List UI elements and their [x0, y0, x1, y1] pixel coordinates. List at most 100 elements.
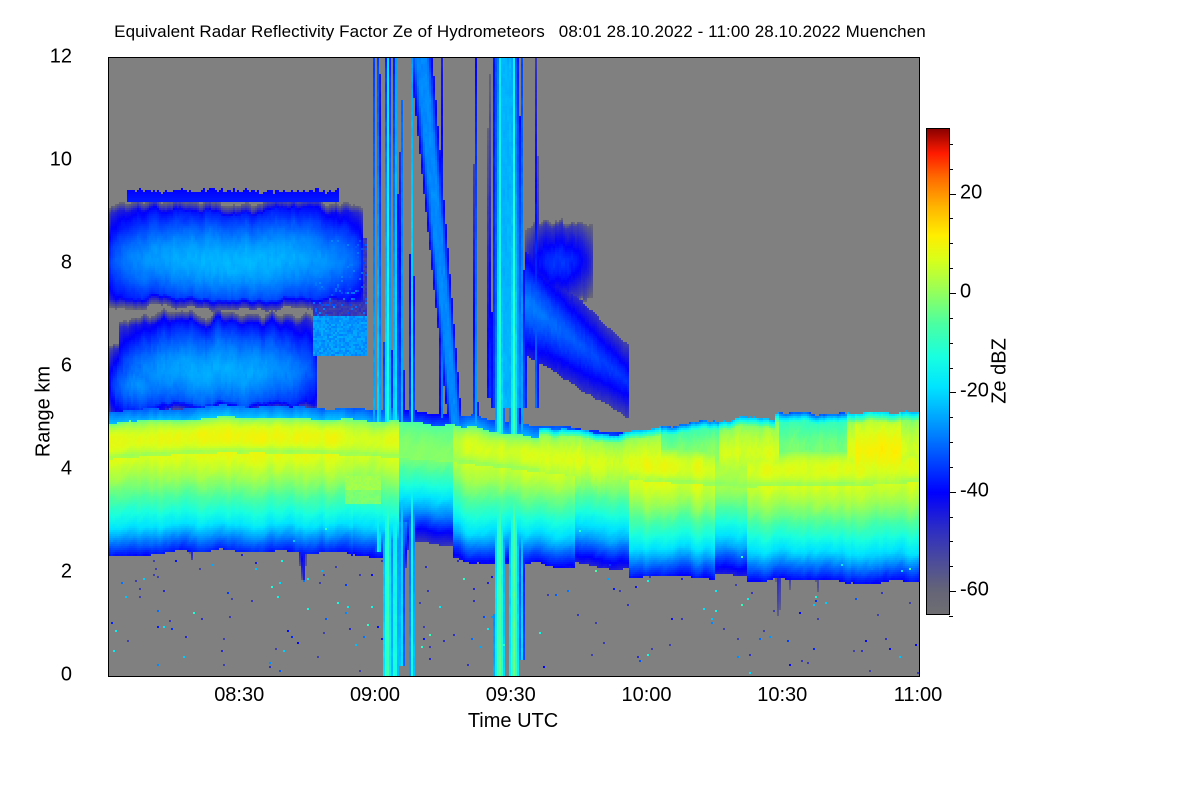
x-tick-minor — [331, 676, 332, 677]
colorbar-tick-minor — [949, 566, 953, 568]
x-tick-minor-top — [557, 57, 558, 58]
y-axis-title: Range km — [32, 366, 55, 458]
x-tick-minor-top — [738, 57, 739, 58]
x-tick-minor — [195, 676, 196, 677]
x-tick-minor — [557, 676, 558, 677]
y-tick-major-right — [919, 367, 920, 368]
y-tick-major-right — [919, 470, 920, 471]
y-tick-major-right — [919, 58, 920, 59]
y-tick-minor — [108, 135, 109, 136]
colorbar-tick-major — [949, 392, 956, 394]
y-tick-major — [108, 367, 109, 368]
y-tick-minor — [108, 84, 109, 85]
x-tick-minor-top — [421, 57, 422, 58]
y-tick-label: 6 — [60, 354, 72, 377]
x-tick-label: 11:00 — [893, 684, 943, 706]
y-tick-minor — [108, 522, 109, 523]
y-tick-minor-right — [919, 316, 920, 317]
x-tick-major — [647, 676, 648, 677]
y-tick-minor — [108, 444, 109, 445]
colorbar-tick-minor — [949, 342, 953, 344]
x-tick-minor — [285, 676, 286, 677]
y-tick-major — [108, 676, 109, 677]
y-tick-minor — [108, 238, 109, 239]
colorbar-tick-major — [949, 292, 956, 294]
colorbar-tick-minor — [949, 243, 953, 245]
colorbar-tick-label: -20 — [960, 379, 989, 402]
x-tick-minor — [466, 676, 467, 677]
y-tick-minor-right — [919, 522, 920, 523]
x-tick-minor-top — [285, 57, 286, 58]
colorbar[interactable] — [926, 128, 956, 617]
colorbar-tick-major — [949, 193, 956, 195]
y-tick-minor-right — [919, 625, 920, 626]
colorbar-tick-minor — [949, 417, 953, 419]
y-tick-label: 2 — [60, 560, 72, 583]
y-tick-minor-right — [919, 650, 920, 651]
colorbar-title: Ze dBZ — [988, 338, 1011, 404]
y-tick-minor-right — [919, 110, 920, 111]
y-tick-major — [108, 264, 109, 265]
y-tick-minor-right — [919, 599, 920, 600]
colorbar-tick-minor — [949, 516, 953, 518]
y-tick-minor — [108, 341, 109, 342]
x-tick-label: 09:30 — [485, 684, 536, 706]
y-tick-minor-right — [919, 496, 920, 497]
x-tick-major — [783, 676, 784, 677]
x-axis-title: Time UTC — [467, 710, 559, 732]
colorbar-tick-minor — [949, 616, 953, 617]
y-tick-label: 0 — [60, 663, 72, 686]
y-tick-minor-right — [919, 238, 920, 239]
y-tick-minor-right — [919, 187, 920, 188]
x-tick-major — [512, 676, 513, 677]
x-tick-major-top — [783, 57, 784, 58]
y-tick-minor — [108, 419, 109, 420]
colorbar-tick-label: -40 — [960, 479, 989, 502]
y-tick-major — [108, 161, 109, 162]
x-tick-minor-top — [195, 57, 196, 58]
y-tick-minor-right — [919, 341, 920, 342]
x-tick-major-top — [240, 57, 241, 58]
x-tick-major-top — [376, 57, 377, 58]
y-tick-minor-right — [919, 547, 920, 548]
colorbar-gradient — [927, 129, 949, 614]
y-tick-major-right — [919, 264, 920, 265]
colorbar-tick-major — [949, 591, 956, 593]
figure-title: Equivalent Radar Reflectivity Factor Ze … — [0, 22, 1040, 42]
title-main: Equivalent Radar Reflectivity Factor Ze … — [114, 22, 545, 41]
y-tick-major — [108, 573, 109, 574]
y-tick-minor-right — [919, 393, 920, 394]
y-tick-minor — [108, 625, 109, 626]
y-tick-minor — [108, 110, 109, 111]
y-tick-label: 12 — [49, 45, 72, 68]
x-tick-minor — [150, 676, 151, 677]
y-tick-minor — [108, 316, 109, 317]
x-tick-label: 10:00 — [621, 684, 672, 706]
colorbar-tick-label: -60 — [960, 578, 989, 601]
y-tick-minor — [108, 547, 109, 548]
y-tick-major-right — [919, 676, 920, 677]
colorbar-tick-minor — [949, 168, 953, 170]
colorbar-tick-minor — [949, 541, 953, 543]
y-tick-minor — [108, 187, 109, 188]
colorbar-tick-minor — [949, 218, 953, 220]
x-tick-major-top — [919, 57, 920, 58]
x-tick-minor — [421, 676, 422, 677]
y-tick-minor-right — [919, 84, 920, 85]
y-tick-major — [108, 470, 109, 471]
y-tick-label: 10 — [49, 148, 72, 171]
heatmap-canvas — [109, 58, 919, 676]
x-tick-minor-top — [602, 57, 603, 58]
x-tick-minor-top — [331, 57, 332, 58]
y-tick-label: 4 — [60, 457, 72, 480]
colorbar-tick-minor — [949, 367, 953, 369]
x-tick-label: 10:30 — [757, 684, 808, 706]
x-tick-minor — [693, 676, 694, 677]
y-tick-minor-right — [919, 419, 920, 420]
y-tick-minor — [108, 290, 109, 291]
y-tick-minor — [108, 650, 109, 651]
x-tick-major-top — [647, 57, 648, 58]
title-time-range: 08:01 28.10.2022 - 11:00 28.10.2022 Muen… — [558, 22, 926, 41]
radar-heatmap-plot[interactable] — [108, 57, 920, 677]
